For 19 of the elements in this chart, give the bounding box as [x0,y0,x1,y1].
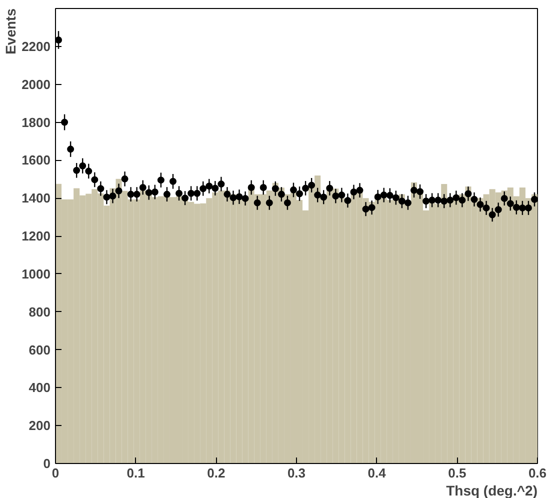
y-tick-label: 1000 [22,266,50,282]
x-tick-label: 0.6 [528,466,547,480]
x-tick-label: 0.3 [287,466,306,480]
y-tick-label: 2200 [22,38,50,54]
y-tick-label: 1200 [22,228,50,244]
x-tick-label: 0.5 [448,466,466,480]
y-tick-label: 1600 [22,152,50,168]
x-tick-label: 0.4 [368,466,387,480]
y-tick-label: 2000 [22,76,50,92]
y-tick-label: 1800 [22,114,50,130]
y-tick-label: 200 [28,418,51,434]
y-tick-label: 0 [43,456,51,471]
y-tick-label: 1400 [22,190,50,206]
x-tick-label: 0.1 [126,466,145,480]
y-axis-title: Events [2,8,18,54]
x-tick-label: 0.2 [207,466,226,480]
y-tick-label: 600 [28,342,51,358]
y-tick-label: 800 [28,304,51,320]
y-tick-label: 400 [28,380,51,396]
